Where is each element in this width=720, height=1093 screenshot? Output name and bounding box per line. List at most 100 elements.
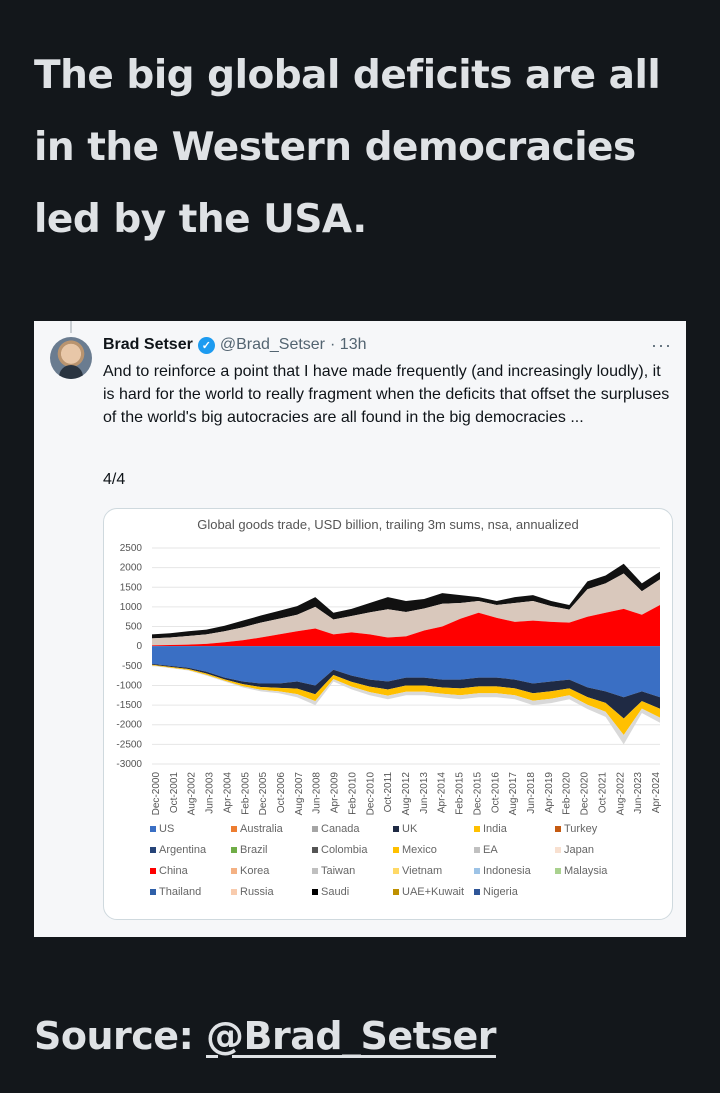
source-label: Source:: [34, 1014, 194, 1058]
legend-label: Thailand: [159, 886, 202, 898]
legend-entry: US: [150, 823, 174, 835]
legend-swatch: [393, 868, 399, 874]
headline: The big global deficits are all in the W…: [34, 53, 661, 242]
legend-swatch: [393, 889, 399, 895]
x-tick-label: Feb-2010: [347, 772, 358, 815]
x-tick-label: Jun-2023: [633, 772, 644, 814]
x-tick-label: Dec-2005: [258, 772, 269, 816]
y-tick-label: -3000: [116, 759, 142, 770]
x-tick-label: Dec-2020: [580, 772, 591, 816]
y-tick-label: -1500: [116, 700, 142, 711]
legend-label: Malaysia: [564, 865, 608, 877]
legend-label: UAE+Kuwait: [402, 886, 465, 898]
x-tick-label: Apr-2004: [222, 772, 233, 814]
legend-swatch: [312, 826, 318, 832]
legend-entry: Brazil: [231, 844, 268, 856]
y-tick-label: 500: [125, 622, 142, 633]
legend-label: EA: [483, 844, 498, 856]
chart-card: Global goods trade, USD billion, trailin…: [103, 508, 673, 920]
legend-swatch: [150, 847, 156, 853]
x-tick-label: Jun-2003: [205, 772, 216, 814]
legend-label: Colombia: [321, 844, 368, 856]
legend-swatch: [231, 826, 237, 832]
x-tick-label: Aug-2017: [508, 772, 519, 816]
y-tick-label: 1000: [120, 602, 143, 613]
legend-swatch: [393, 847, 399, 853]
x-tick-label: Oct-2016: [490, 772, 501, 814]
legend-label: Argentina: [159, 844, 207, 856]
legend-label: Japan: [564, 844, 594, 856]
x-tick-label: Oct-2001: [169, 772, 180, 814]
x-tick-label: Feb-2005: [240, 772, 251, 815]
legend-swatch: [231, 847, 237, 853]
legend-entry: Thailand: [150, 886, 201, 898]
x-tick-label: Aug-2007: [294, 772, 305, 816]
legend-entry: Malaysia: [555, 865, 607, 877]
tweet-author-row: Brad Setser ✓ @Brad_Setser · 13h: [103, 336, 366, 354]
legend-entry: Vietnam: [393, 865, 442, 877]
legend-entry: India: [474, 823, 507, 835]
legend-entry: UK: [393, 823, 417, 835]
y-tick-label: -500: [122, 661, 142, 672]
x-tick-label: Apr-2009: [330, 772, 341, 814]
y-tick-label: 1500: [120, 582, 143, 593]
series-surplus-others-area: [152, 573, 660, 646]
verified-badge-icon: ✓: [197, 336, 215, 354]
embedded-tweet-screenshot: Brad Setser ✓ @Brad_Setser · 13h ··· And…: [34, 321, 686, 937]
legend-entry: Indonesia: [474, 865, 531, 877]
x-tick-label: Apr-2014: [437, 772, 448, 814]
legend-entry: EA: [474, 844, 498, 856]
legend-label: Saudi: [321, 886, 350, 898]
legend-label: Turkey: [564, 823, 598, 835]
y-tick-label: -2500: [116, 739, 142, 750]
series-us-area: [152, 646, 660, 698]
legend-swatch: [231, 868, 237, 874]
author-handle: @Brad_Setser: [219, 336, 326, 353]
thread-count: 4/4: [103, 471, 126, 488]
source-link[interactable]: @Brad_Setser: [206, 1014, 496, 1058]
legend-entry: Mexico: [393, 844, 437, 856]
legend-label: Taiwan: [321, 865, 356, 877]
legend-entry: Saudi: [312, 886, 349, 898]
legend-entry: Argentina: [150, 844, 206, 856]
legend-swatch: [474, 826, 480, 832]
series-saudi-area: [152, 563, 660, 639]
legend-swatch: [150, 889, 156, 895]
legend-entry: China: [150, 865, 188, 877]
legend-label: Nigeria: [483, 886, 518, 898]
legend-entry: Canada: [312, 823, 360, 835]
legend-swatch: [474, 889, 480, 895]
series-china-area: [152, 604, 660, 647]
legend-entry: Australia: [231, 823, 283, 835]
legend-entry: Taiwan: [312, 865, 355, 877]
x-tick-label: Dec-2000: [151, 772, 162, 816]
avatar: [50, 337, 92, 379]
y-tick-label: 0: [136, 641, 142, 652]
x-tick-label: Oct-2021: [597, 772, 608, 814]
legend-swatch: [474, 868, 480, 874]
x-tick-label: Aug-2002: [187, 772, 198, 816]
author-name: Brad Setser: [103, 336, 193, 353]
x-tick-label: Aug-2012: [401, 772, 412, 816]
x-tick-label: Jun-2008: [312, 772, 323, 814]
trade-balance-chart: 2500 2000 1500 1000 500 0 -500 -1000 -1500 -2000 -…: [116, 543, 662, 816]
tweet-time: · 13h: [330, 336, 367, 353]
legend-entry: Turkey: [555, 823, 597, 835]
legend-swatch: [555, 868, 561, 874]
y-tick-label: -2000: [116, 720, 142, 731]
more-options-icon: ···: [651, 335, 672, 355]
tweet-text: And to reinforce a point that I have mad…: [103, 363, 670, 426]
legend-swatch: [312, 868, 318, 874]
legend-swatch: [474, 847, 480, 853]
legend-label: India: [483, 823, 507, 835]
x-tick-label: Apr-2019: [544, 772, 555, 814]
legend-swatch: [555, 826, 561, 832]
legend-label: UK: [402, 823, 418, 835]
legend-label: Vietnam: [402, 865, 443, 877]
y-tick-label: -1000: [116, 680, 142, 691]
legend-entry: Colombia: [312, 844, 367, 856]
legend-label: Indonesia: [483, 865, 531, 877]
legend-label: Canada: [321, 823, 360, 835]
x-tick-label: Jun-2018: [526, 772, 537, 814]
x-tick-label: Oct-2006: [276, 772, 287, 814]
